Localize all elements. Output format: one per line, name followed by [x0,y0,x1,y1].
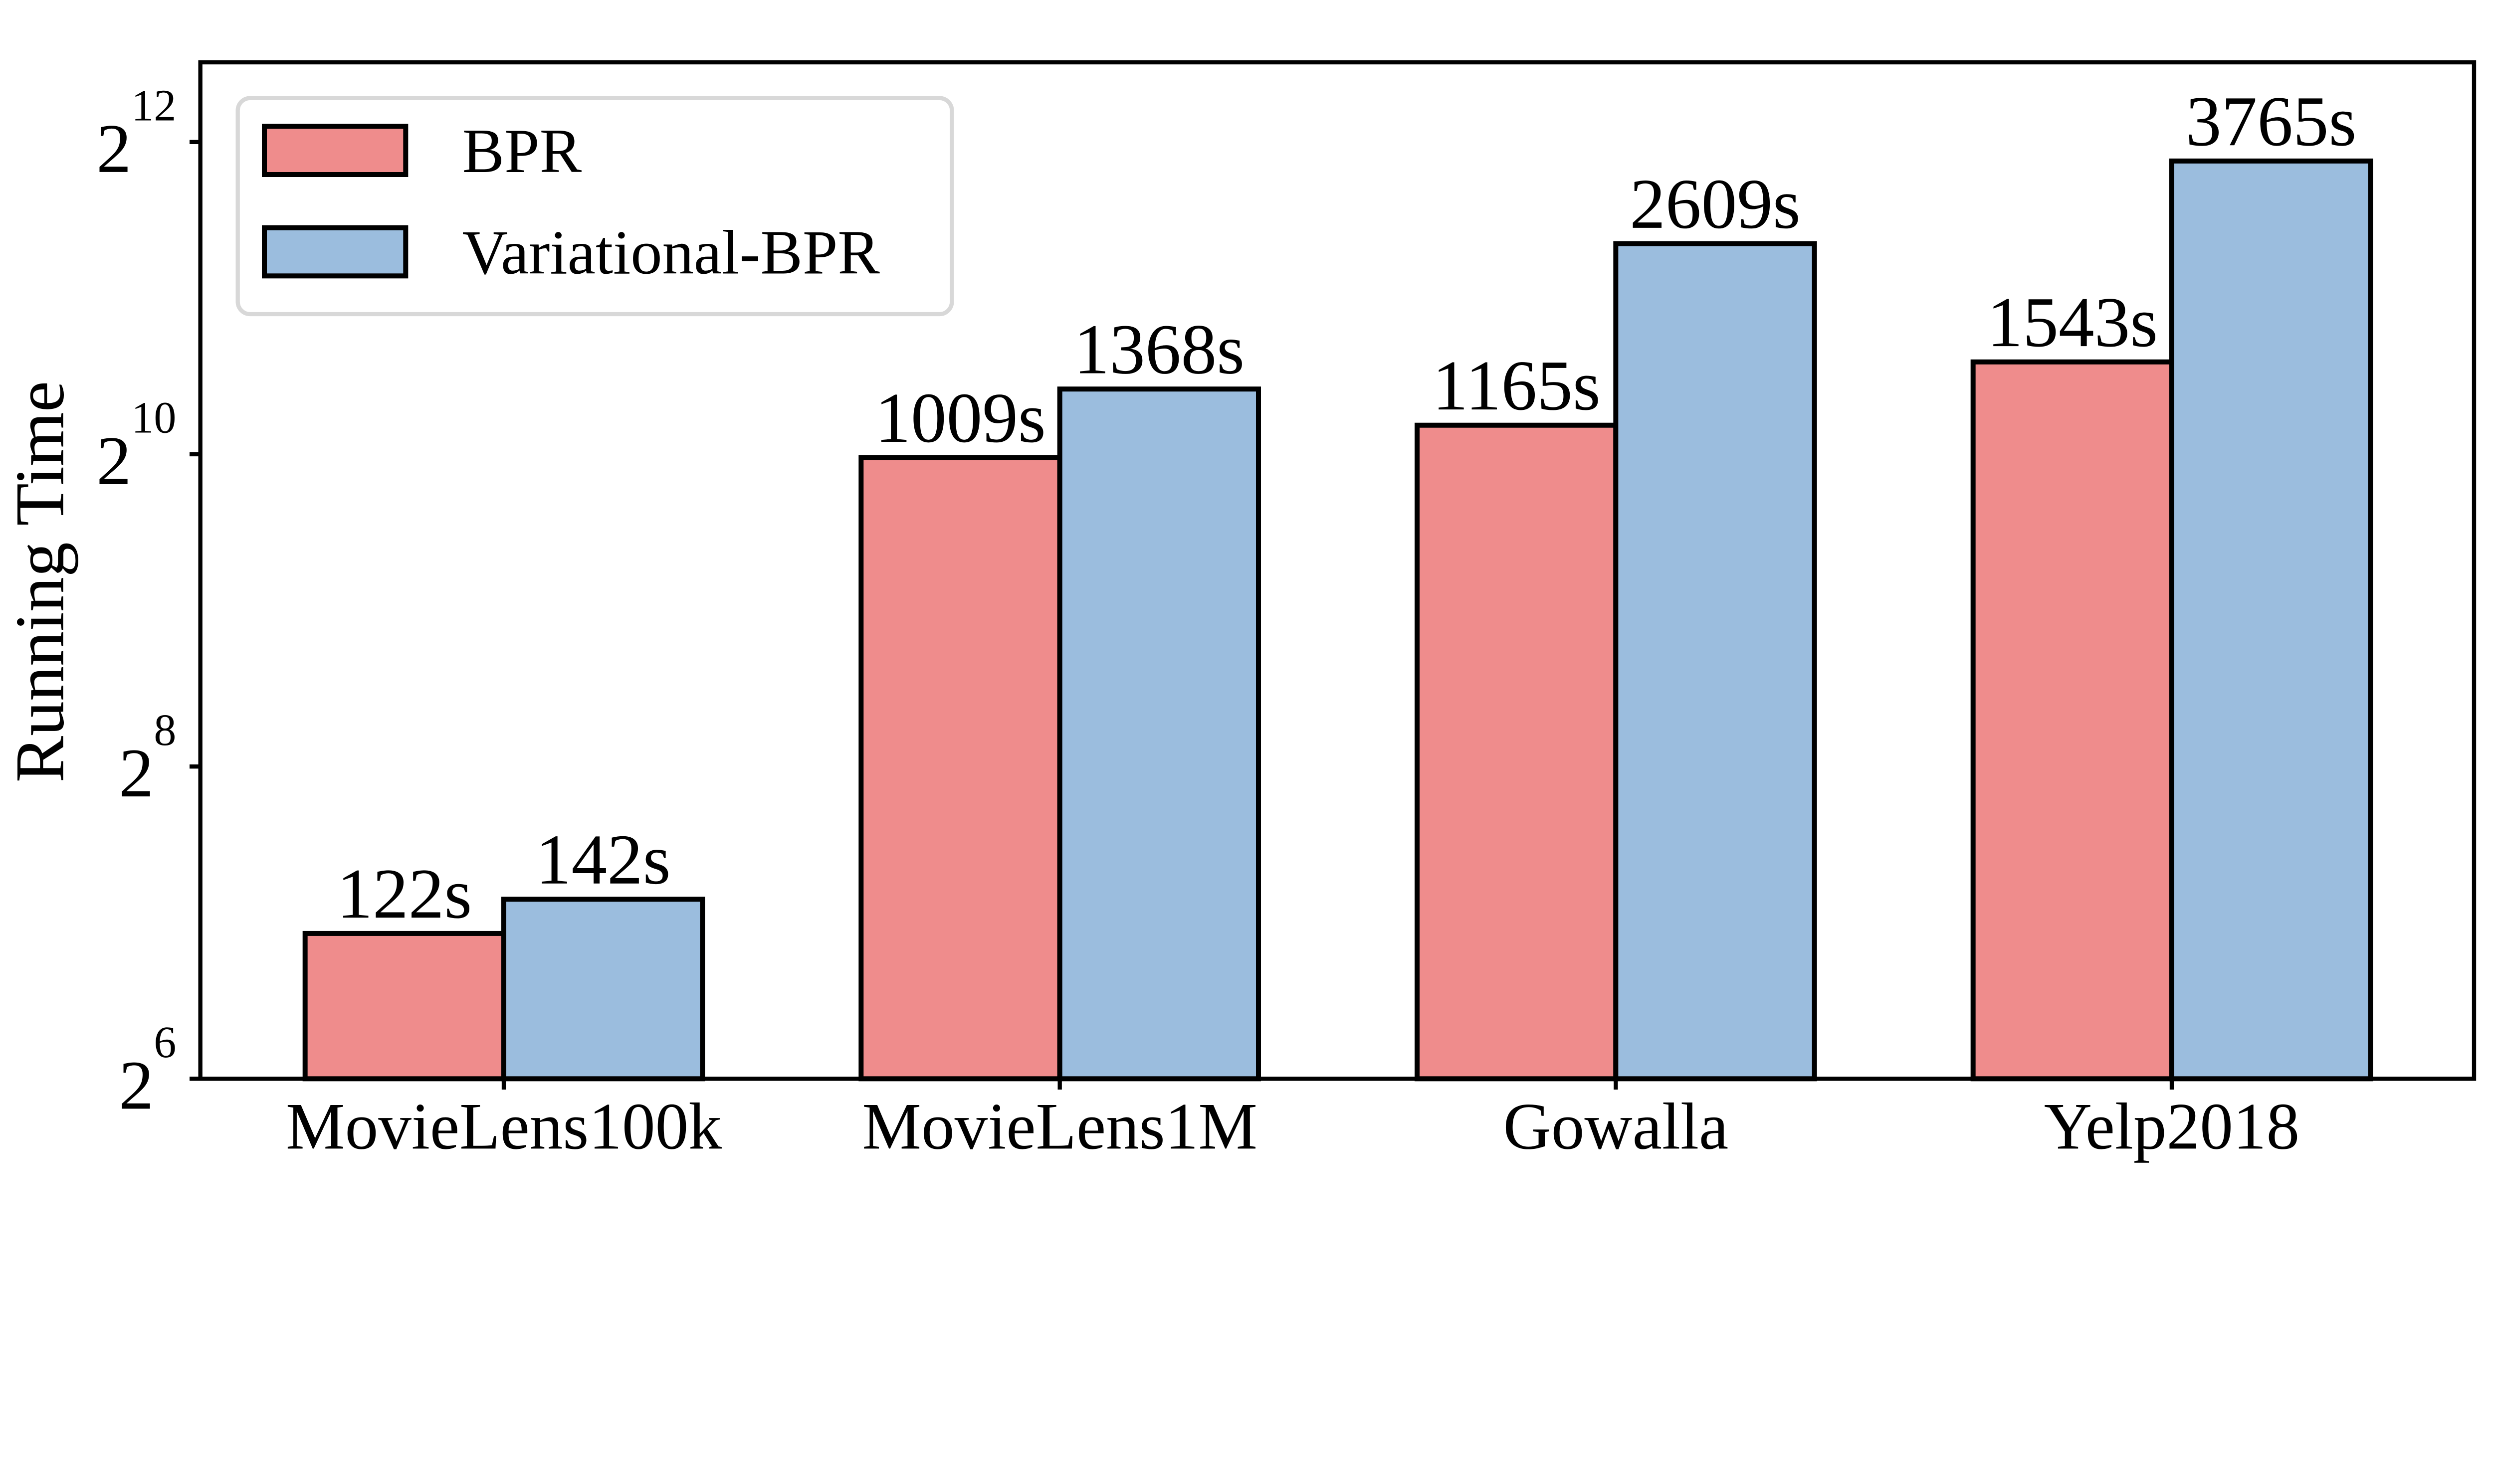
chart-svg: 122s 142s 1009s 1368s 1165s 2609s 1543s 3765s M… [1,60,2477,1163]
value-label-bpr-movielens1m: 1009s [875,378,1045,458]
plot-border [198,60,2477,1081]
legend-box [235,96,954,317]
bar-variational-bpr-gowalla [1613,241,1817,1082]
value-labels-layer: 122s 142s 1009s 1368s 1165s 2609s 1543s 3765s [337,82,2356,933]
x-tick-label-movielens1m: MovieLens1M [862,1089,1257,1163]
bar-bpr-gowalla [1414,422,1619,1082]
y-tick-label-2e12: 212 [96,81,176,187]
value-label-variational-bpr-movielens1m: 1368s [1074,310,1245,389]
legend-swatch-bpr [262,124,409,177]
bar-bpr-yelp2018 [1970,359,2174,1082]
y-axis-title: Running Time [1,381,79,782]
value-label-bpr-movielens100k: 122s [337,854,472,933]
legend-label-variational-bpr: Variational-BPR [462,217,880,287]
bar-bpr-movielens100k [302,930,506,1082]
bar-bpr-movielens1m [858,455,1062,1082]
x-tick-label-movielens100k: MovieLens100k [286,1089,722,1163]
running-time-bar-chart: 122s 142s 1009s 1368s 1165s 2609s 1543s 3765s M… [1,60,2477,1163]
value-label-variational-bpr-movielens100k: 142s [536,820,671,900]
legend: BPR Variational-BPR [235,96,954,317]
y-tick-label-2e6: 26 [119,1018,176,1124]
value-label-variational-bpr-gowalla: 2609s [1630,165,1800,244]
bar-variational-bpr-movielens1m [1057,386,1261,1082]
bars-layer [302,158,2373,1082]
tick-labels-layer: MovieLens100k MovieLens1M Gowalla Yelp2018 2… [96,81,2299,1163]
y-tick-label-2e8: 28 [119,706,176,812]
value-label-bpr-gowalla: 1165s [1433,346,1601,425]
ticks-layer [190,140,2174,1090]
legend-label-bpr: BPR [462,116,582,186]
y-tick-label-2e10: 210 [96,393,176,500]
x-tick-label-yelp2018: Yelp2018 [2044,1089,2299,1163]
bar-variational-bpr-yelp2018 [2169,158,2373,1082]
value-label-bpr-yelp2018: 1543s [1987,283,2158,362]
x-tick-label-gowalla: Gowalla [1503,1089,1728,1163]
value-label-variational-bpr-yelp2018: 3765s [2186,82,2356,161]
legend-swatch-variational-bpr [262,225,409,279]
bar-variational-bpr-movielens100k [501,897,705,1082]
